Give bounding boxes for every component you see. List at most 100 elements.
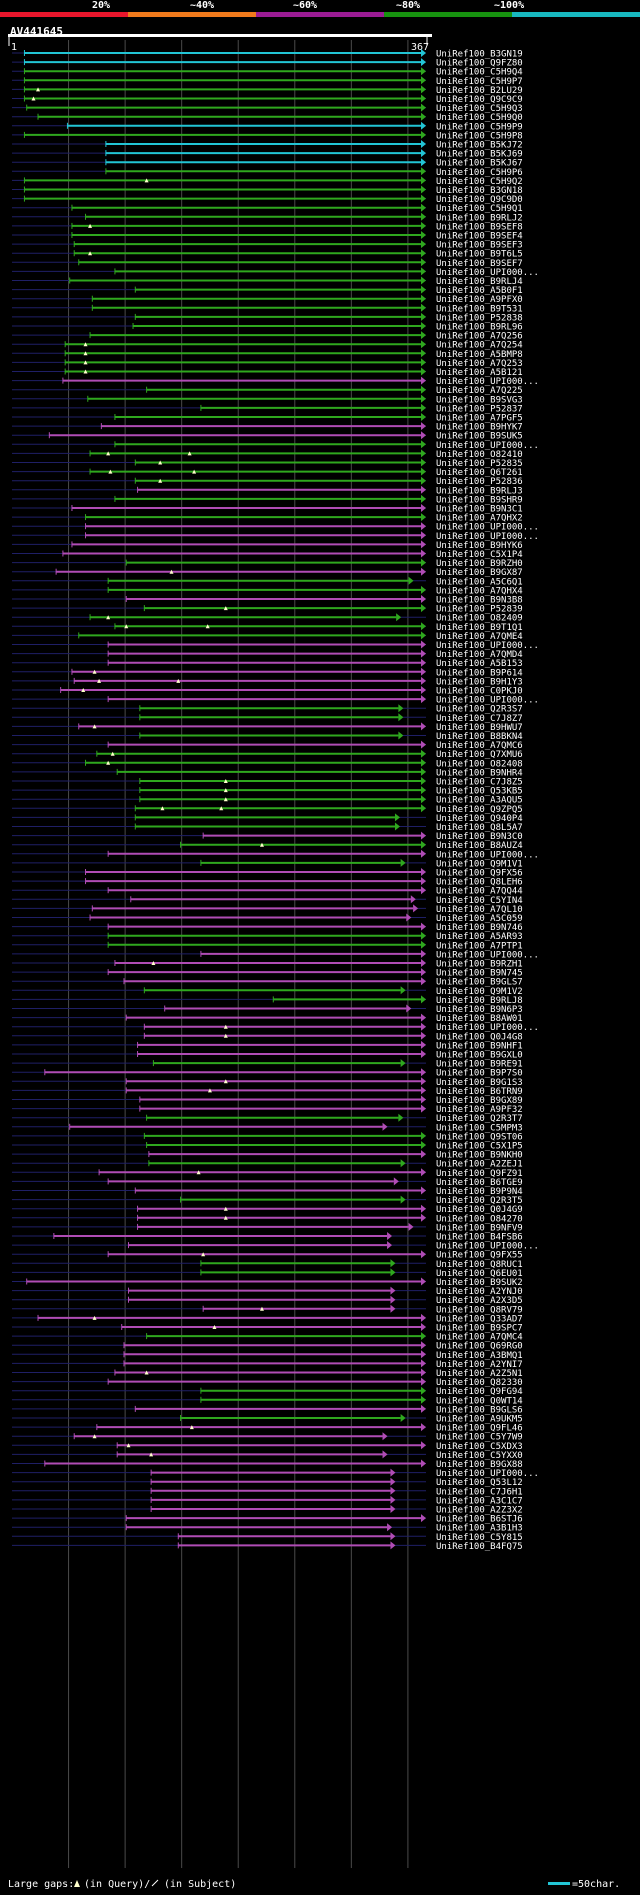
- hit-end-arrow: [421, 931, 426, 940]
- hit-label: UniRef100_B8BKN4: [436, 732, 523, 742]
- hit-row: UniRef100_C5H9P8: [12, 130, 523, 141]
- hit-row: UniRef100_A5BMP8: [12, 349, 523, 360]
- hit-row: UniRef100_A5C6Q1: [12, 576, 523, 587]
- query-gap-marker: [223, 788, 228, 793]
- query-gap-marker: [97, 678, 102, 683]
- hit-end-arrow: [421, 1104, 426, 1113]
- hit-label: UniRef100_A5B0F1: [436, 286, 523, 296]
- hit-label: UniRef100_Q8RUC1: [436, 1260, 523, 1270]
- hit-row: UniRef100_UPI000...: [12, 376, 539, 387]
- hit-end-arrow: [421, 431, 426, 440]
- hit-end-arrow: [421, 1031, 426, 1040]
- hit-end-arrow: [421, 422, 426, 431]
- hit-row: UniRef100_B9SHR9: [12, 494, 523, 505]
- query-gap-marker: [106, 615, 111, 620]
- scale-label-60: ~60%: [293, 0, 318, 11]
- hit-label: UniRef100_B4FQ75: [436, 1542, 523, 1552]
- hit-label: UniRef100_B9GLS7: [436, 978, 523, 988]
- hit-end-arrow: [421, 267, 426, 276]
- query-gap-marker: [160, 806, 165, 811]
- hit-row: UniRef100_B9RZH1: [12, 959, 523, 970]
- query-gap-marker: [205, 624, 210, 629]
- hit-row: UniRef100_A5B153: [12, 658, 523, 669]
- hit-row: UniRef100_P52837: [12, 403, 523, 414]
- hit-label: UniRef100_Q9C9D0: [436, 195, 523, 205]
- query-gap-marker: [223, 1206, 228, 1211]
- hit-label: UniRef100_B9P614: [436, 668, 523, 678]
- hit-label: UniRef100_A7QL10: [436, 905, 523, 915]
- hit-label: UniRef100_B9SUK2: [436, 1278, 523, 1288]
- hit-end-arrow: [390, 1477, 396, 1486]
- hit-row: UniRef100_A7PTP1: [12, 940, 523, 951]
- hit-label: UniRef100_C5Y815: [436, 1533, 523, 1543]
- hit-end-arrow: [421, 385, 426, 394]
- legend-large-gaps: Large gaps:: [8, 1879, 75, 1890]
- hit-end-arrow: [421, 1168, 426, 1177]
- hit-label: UniRef100_Q2R3S7: [436, 705, 523, 715]
- hit-end-arrow: [421, 376, 426, 385]
- hit-row: UniRef100_C5MPM3: [12, 1122, 523, 1133]
- hit-end-arrow: [394, 813, 400, 822]
- hit-end-arrow: [421, 167, 426, 176]
- hit-label: UniRef100_B9HWU7: [436, 723, 523, 733]
- hit-row: UniRef100_C5YIN4: [12, 895, 523, 906]
- hit-row: UniRef100_B9N746: [12, 922, 523, 933]
- hit-label: UniRef100_B9SPC7: [436, 1324, 523, 1334]
- hit-label: UniRef100_C5H9Q3: [436, 104, 523, 114]
- hit-row: UniRef100_B8AW01: [12, 1013, 523, 1024]
- hit-row: UniRef100_A5B0F1: [12, 285, 523, 296]
- query-gap-marker: [196, 1170, 201, 1175]
- legend-query-gap-marker: [74, 1880, 80, 1887]
- hit-end-arrow: [421, 458, 426, 467]
- hit-label: UniRef100_Q9FG94: [436, 1387, 523, 1397]
- hit-end-arrow: [421, 585, 426, 594]
- hit-label: UniRef100_B9RL96: [436, 323, 523, 333]
- hit-label: UniRef100_Q8RV79: [436, 1305, 523, 1315]
- hit-label: UniRef100_A7QMC6: [436, 741, 523, 751]
- hit-row: UniRef100_A2X3D5: [12, 1295, 523, 1306]
- hit-row: UniRef100_Q9FX55: [12, 1250, 523, 1261]
- hit-end-arrow: [421, 112, 426, 121]
- hit-label: UniRef100_Q940P4: [436, 814, 523, 824]
- hit-label: UniRef100_O82408: [436, 759, 523, 769]
- hit-row: UniRef100_Q33AD7: [12, 1313, 523, 1324]
- hit-label: UniRef100_C0PKJ0: [436, 687, 523, 697]
- hit-row: UniRef100_B9H1Y3: [12, 676, 523, 687]
- hit-end-arrow: [421, 695, 426, 704]
- hit-label: UniRef100_B9NKH0: [436, 1151, 523, 1161]
- hit-end-arrow: [421, 949, 426, 958]
- hit-row: UniRef100_B6TGE9: [12, 1177, 523, 1188]
- hit-label: UniRef100_Q7XMU6: [436, 750, 523, 760]
- hit-label: UniRef100_B9N745: [436, 969, 523, 979]
- hit-label: UniRef100_A3BMQ1: [436, 1351, 523, 1361]
- hit-row: UniRef100_A2Z5N1: [12, 1368, 523, 1379]
- query-gap-marker: [187, 451, 192, 456]
- hit-label: UniRef100_C5H9Q2: [436, 177, 523, 187]
- hit-end-arrow: [406, 1004, 412, 1013]
- hit-label: UniRef100_B9RLJ8: [436, 996, 523, 1006]
- hit-end-arrow: [390, 1468, 396, 1477]
- hit-label: UniRef100_B6TRN9: [436, 1087, 523, 1097]
- legend-query-gap: (in Query)/: [84, 1879, 151, 1890]
- hit-label: UniRef100_A7QME4: [436, 632, 523, 642]
- hit-row: UniRef100_B9NHF1: [12, 1040, 523, 1051]
- hit-label: UniRef100_C5YXX0: [436, 1451, 523, 1461]
- hit-label: UniRef100_P52837: [436, 404, 523, 414]
- hit-end-arrow: [421, 977, 426, 986]
- hit-label: UniRef100_C5H9P7: [436, 77, 523, 87]
- hit-label: UniRef100_B9H1Y3: [436, 677, 523, 687]
- hit-end-arrow: [421, 795, 426, 804]
- query-gap-marker: [83, 369, 88, 374]
- hit-row: UniRef100_P52838: [12, 312, 523, 323]
- hit-label: UniRef100_A7Q225: [436, 386, 523, 396]
- hit-label: UniRef100_B9N3B8: [436, 596, 523, 606]
- hit-row: UniRef100_Q82330: [12, 1377, 523, 1388]
- hit-end-arrow: [400, 1059, 406, 1068]
- hit-label: UniRef100_A9PFX0: [436, 295, 523, 305]
- hit-row: UniRef100_UPI000...: [12, 695, 539, 706]
- hit-label: UniRef100_Q0J4G8: [436, 1032, 523, 1042]
- hit-label: UniRef100_C5H9P9: [436, 122, 523, 132]
- hit-end-arrow: [421, 340, 426, 349]
- hit-label: UniRef100_Q9FX55: [436, 1251, 523, 1261]
- hit-row: UniRef100_A2YNI7: [12, 1359, 523, 1370]
